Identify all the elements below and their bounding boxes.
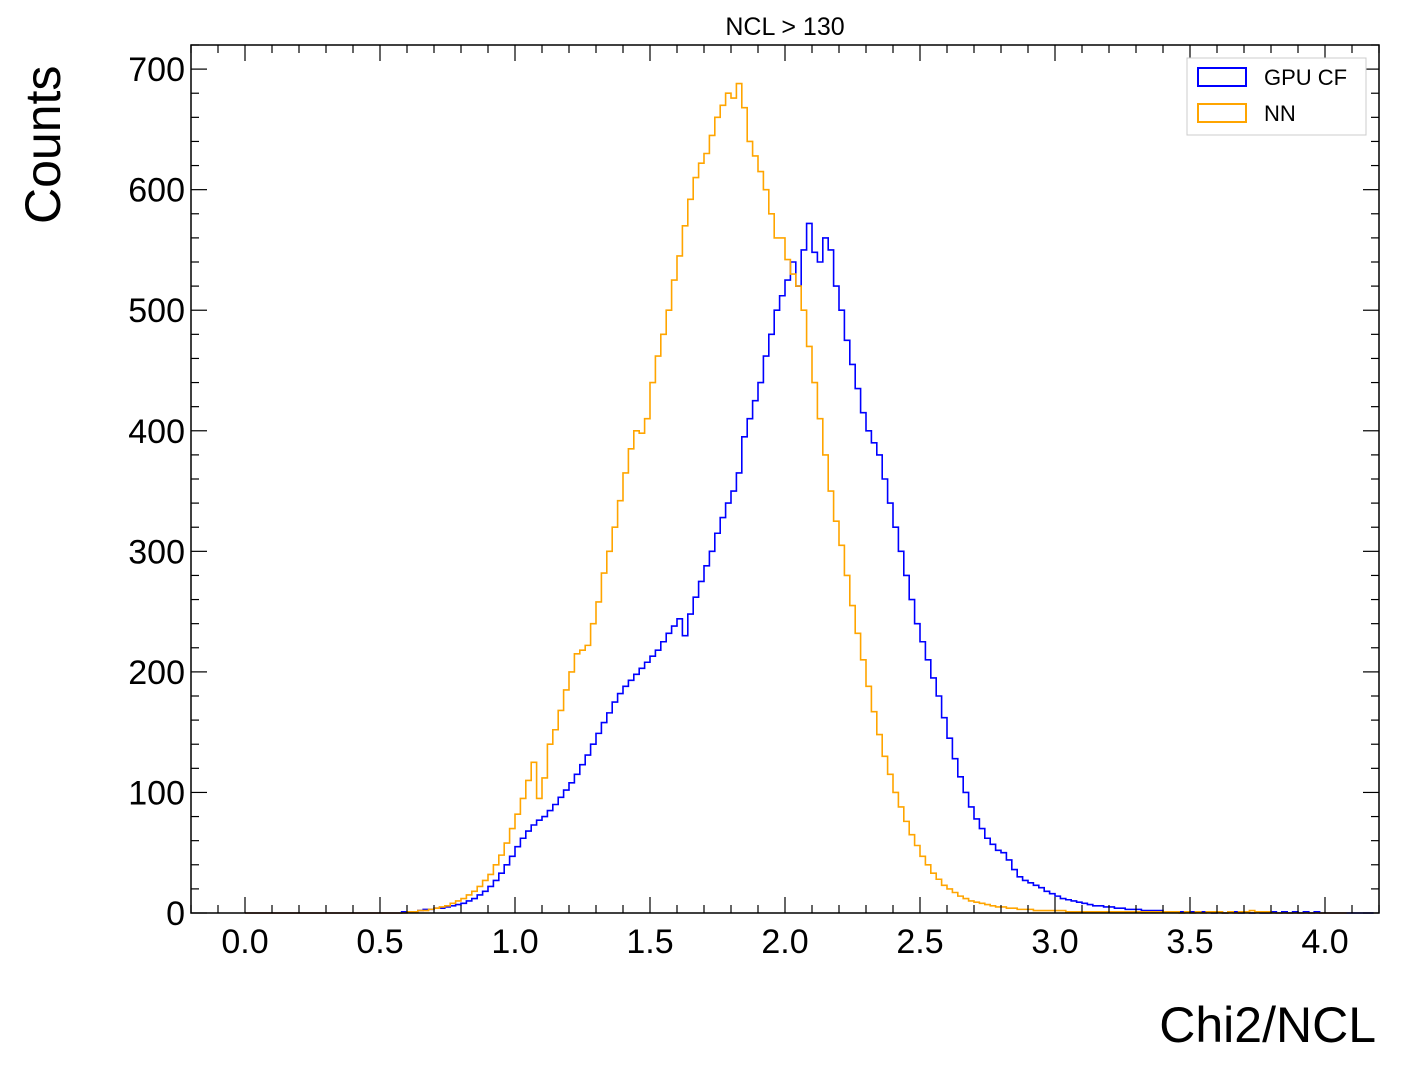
x-tick-label: 4.0 [1301,923,1348,961]
x-tick-label: 0.0 [221,923,268,961]
ticks-layer: 0.0 0.5 1.0 1.5 2.0 2.5 3.0 3.5 4.0 0 100 200 300 400… [128,44,1380,961]
x-tick-label: 3.0 [1031,923,1078,961]
series-line-nn [245,82,1347,914]
y-tick-label: 200 [128,654,185,692]
y-tick-label: 600 [128,172,185,210]
legend-label-gpu-cf: GPU CF [1264,65,1347,90]
y-tick-label: 700 [128,51,185,89]
y-tick-label: 300 [128,533,185,571]
y-tick-label: 100 [128,774,185,812]
legend-swatch-gpu-cf [1197,67,1247,87]
x-axis-label: Chi2/NCL [1159,997,1376,1053]
legend-swatch-nn [1197,103,1247,123]
y-tick-label: 500 [128,292,185,330]
x-tick-label: 1.0 [491,923,538,961]
x-tick-label: 3.5 [1166,923,1213,961]
x-tick-label: 0.5 [356,923,403,961]
legend: GPU CF NN [1186,57,1367,136]
legend-label-nn: NN [1264,101,1296,126]
y-tick-label: 400 [128,413,185,451]
x-tick-label: 1.5 [626,923,673,961]
plot-frame [190,44,1380,914]
y-axis-label: Counts [15,66,71,224]
chart-title: NCL > 130 [725,13,844,41]
x-tick-label: 2.5 [896,923,943,961]
x-tick-label: 2.0 [761,923,808,961]
series-layer [245,82,1374,914]
y-tick-label: 0 [166,895,185,933]
series-line-gpu-cf [245,222,1374,914]
